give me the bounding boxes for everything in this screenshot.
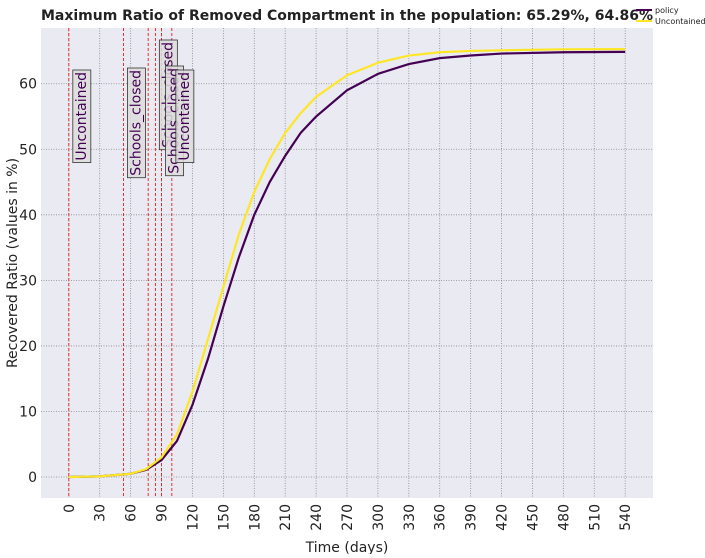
x-tick-label: 60 [124, 504, 140, 522]
annotation: Uncontained [72, 69, 92, 163]
y-tick-label: 30 [19, 273, 37, 289]
annotation: Schools_closed [127, 67, 146, 179]
y-tick-label: 60 [19, 77, 37, 93]
legend-label: Uncontained [655, 17, 705, 26]
x-tick-label: 120 [185, 504, 201, 531]
x-tick-label: 330 [402, 504, 418, 531]
legend-label: policy [655, 6, 679, 15]
x-tick-label: 90 [155, 504, 171, 522]
y-tick-label: 20 [19, 339, 37, 355]
x-tick-label: 270 [340, 504, 356, 531]
x-tick-label: 540 [618, 504, 634, 531]
x-tick-label: 480 [556, 504, 572, 531]
annotation-box [72, 69, 92, 163]
x-tick-label: 420 [495, 504, 511, 531]
x-tick-label: 510 [587, 504, 603, 531]
x-tick-label: 30 [93, 504, 109, 522]
annotation-box [175, 69, 195, 163]
annotation-label: Uncontained [74, 72, 90, 161]
y-tick-label: 0 [28, 470, 37, 486]
y-axis-label: Recovered Ratio (values in %) [5, 158, 21, 368]
x-tick-label: 0 [62, 504, 78, 513]
x-axis-label: Time (days) [305, 540, 389, 554]
chart-title: Maximum Ratio of Removed Compartment in … [41, 8, 653, 24]
annotation-label: Uncontained [177, 72, 193, 161]
x-tick-label: 240 [309, 504, 325, 531]
annotation-label: Schools_closed [128, 70, 144, 176]
x-tick-label: 180 [247, 504, 263, 531]
series-line [68, 50, 626, 479]
series-line [68, 47, 626, 479]
x-tick-label: 300 [371, 504, 387, 531]
x-tick-label: 210 [278, 504, 294, 531]
annotation-box [127, 67, 146, 179]
x-tick-label: 150 [216, 504, 232, 531]
y-tick-label: 10 [19, 404, 37, 420]
y-tick-label: 50 [19, 142, 37, 158]
x-tick-label: 450 [525, 504, 541, 531]
x-tick-label: 360 [433, 504, 449, 531]
annotation: Uncontained [175, 69, 195, 163]
y-tick-label: 40 [19, 208, 37, 224]
x-tick-label: 390 [464, 504, 480, 531]
